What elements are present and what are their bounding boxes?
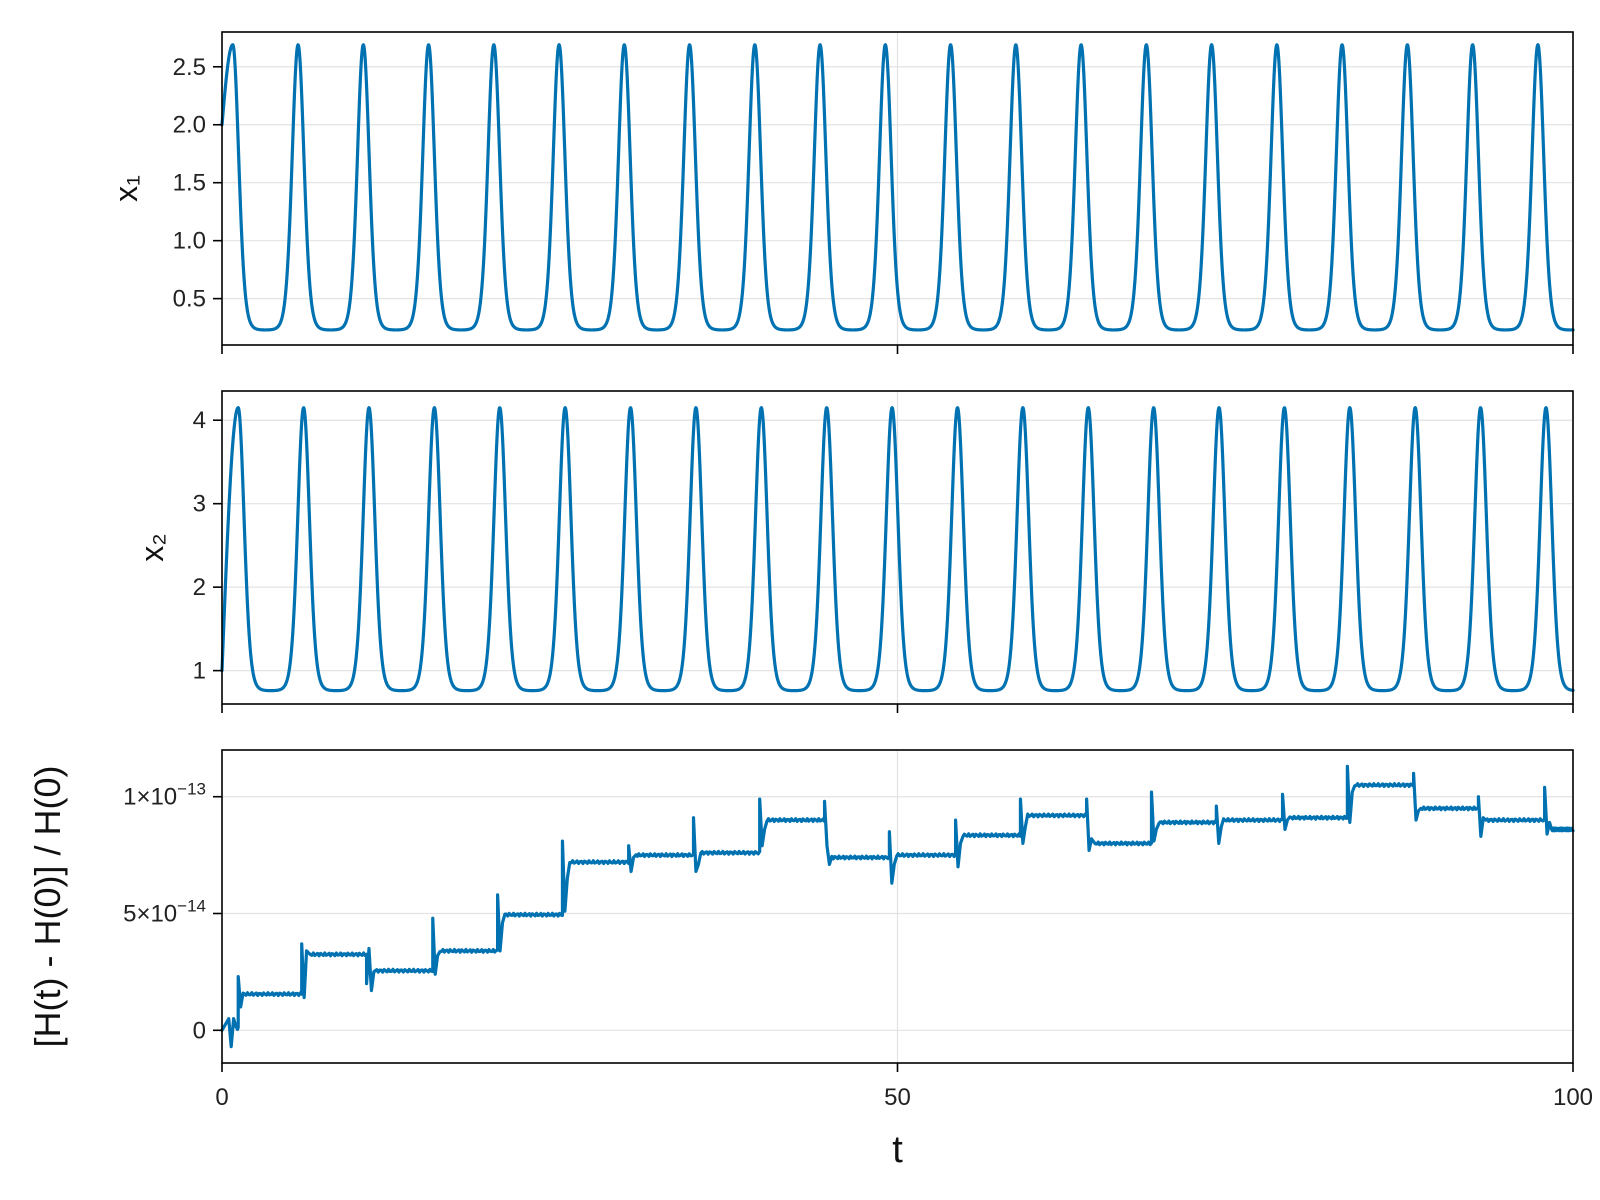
y-tick-label: 1.0 bbox=[173, 228, 206, 255]
x-axis-label: t bbox=[892, 1129, 903, 1171]
y-axis-label: x₂ bbox=[134, 533, 170, 561]
x-tick-label: 0 bbox=[215, 1084, 228, 1111]
x-tick-label: 50 bbox=[884, 1084, 911, 1111]
y-tick-label-mantissa: 0 bbox=[193, 1017, 206, 1044]
y-tick-label-exponent: −13 bbox=[177, 780, 206, 799]
y-tick-label: 3 bbox=[193, 491, 206, 518]
y-tick-label: 1×10−13 bbox=[123, 780, 206, 811]
y-tick-label: 2.5 bbox=[173, 54, 206, 81]
y-tick-label: 2 bbox=[193, 574, 206, 601]
y-tick-label: 1 bbox=[193, 658, 206, 685]
y-tick-label-mantissa: 1×10 bbox=[123, 784, 177, 811]
panel-3: 0 5×10−14 1×10−13 0 50 100 [H(t) - H(0)] / H(0… bbox=[27, 749, 1593, 1171]
y-tick-label: 0 bbox=[193, 1017, 206, 1044]
y-axis-label: [H(t) - H(0)] / H(0) bbox=[27, 766, 68, 1048]
series-line bbox=[220, 406, 1575, 693]
panel-1: 0.5 1.0 1.5 2.0 2.5 x₁ bbox=[108, 31, 1575, 354]
y-tick-label: 2.0 bbox=[173, 112, 206, 139]
y-tick-label-mantissa: 5×10 bbox=[123, 901, 177, 928]
y-tick-label: 1.5 bbox=[173, 170, 206, 197]
y-tick-label: 5×10−14 bbox=[123, 897, 206, 928]
series-line bbox=[220, 764, 1575, 1049]
y-tick-label-exponent: −14 bbox=[177, 897, 206, 916]
y-tick-label: 0.5 bbox=[173, 286, 206, 313]
x-tick-label: 100 bbox=[1553, 1084, 1593, 1111]
series-line bbox=[220, 43, 1575, 332]
panel-2: 1 2 3 4 x₂ bbox=[134, 390, 1575, 713]
y-tick-label: 4 bbox=[193, 407, 206, 434]
y-axis-label: x₁ bbox=[108, 175, 144, 202]
